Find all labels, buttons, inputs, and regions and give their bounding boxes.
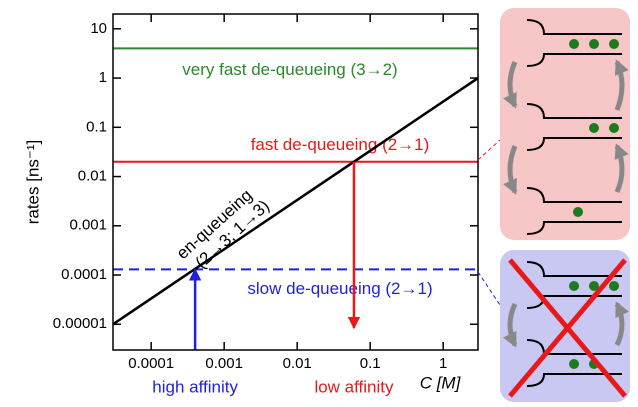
- diagram: [478, 8, 630, 402]
- y-tick-label: 1: [99, 69, 107, 86]
- rate-label: slow de-queueing (2→1): [247, 279, 432, 298]
- figure: 0.00001 0.0001 0.001 0.01 0.1 1 10 0.0001 0.001 0…: [0, 0, 638, 407]
- x-axis-label: C [M]: [420, 373, 462, 392]
- affinity-label: low affinity: [314, 377, 394, 396]
- affinity-label: high affinity: [152, 377, 238, 396]
- x-tick-label: 0.001: [205, 355, 243, 372]
- connector: [478, 140, 500, 160]
- x-tick-label: 0.01: [283, 355, 312, 372]
- x-tick-label: 0.0001: [128, 355, 174, 372]
- y-tick-label: 0.001: [69, 217, 107, 234]
- y-tick-label: 0.1: [86, 118, 107, 135]
- y-tick-label: 0.0001: [61, 266, 107, 283]
- y-tick-label: 10: [90, 20, 107, 37]
- plot: 0.00001 0.0001 0.001 0.01 0.1 1 10 0.0001 0.001 0…: [23, 14, 478, 396]
- rate-label: fast de-queueing (2→1): [251, 135, 430, 154]
- x-tick-label: 0.1: [360, 355, 381, 372]
- y-tick-label: 0.01: [78, 168, 107, 185]
- y-axis-label: rates [ns⁻¹]: [23, 140, 42, 225]
- x-tick-label: 1: [439, 355, 447, 372]
- y-tick-label: 0.00001: [53, 315, 107, 332]
- connector: [478, 272, 500, 305]
- rate-label: very fast de-queueing (3→2): [182, 60, 397, 79]
